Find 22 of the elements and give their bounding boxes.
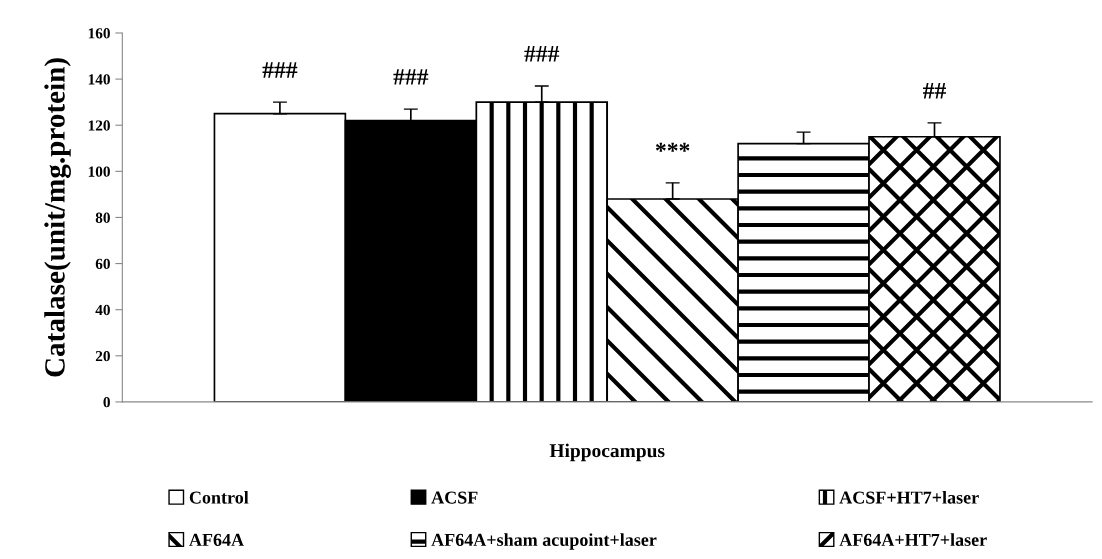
legend-label: Control xyxy=(189,490,249,504)
legend-label: AF64A+sham acupoint+laser xyxy=(431,533,657,550)
legend-label: AF64A xyxy=(189,533,244,546)
legend-label: ACSF xyxy=(431,491,478,504)
legend-label: ACSF+HT7+laser xyxy=(839,490,979,504)
y-tick-label: 20 xyxy=(95,350,110,362)
legend-label: AF64A+HT7+laser xyxy=(839,533,987,546)
data-label: ### xyxy=(393,69,429,85)
data-label: ## xyxy=(923,82,946,99)
y-tick-label: 40 xyxy=(95,304,110,316)
y-tick-label: 160 xyxy=(88,28,110,39)
y-tick-label: 120 xyxy=(88,120,110,131)
data-label: *** xyxy=(655,142,690,152)
y-tick-label: 140 xyxy=(88,74,110,85)
y-tick-label: 100 xyxy=(88,166,110,177)
y-tick-label: 80 xyxy=(95,212,110,223)
y-axis-title: Catalase(unit/mg.protein) xyxy=(44,58,71,377)
y-tick-label: 60 xyxy=(95,258,110,270)
x-tick-label: Hippocampus xyxy=(549,443,665,462)
data-label: ### xyxy=(262,62,298,78)
data-label: ### xyxy=(524,46,560,62)
y-tick-label: 0 xyxy=(103,397,110,408)
